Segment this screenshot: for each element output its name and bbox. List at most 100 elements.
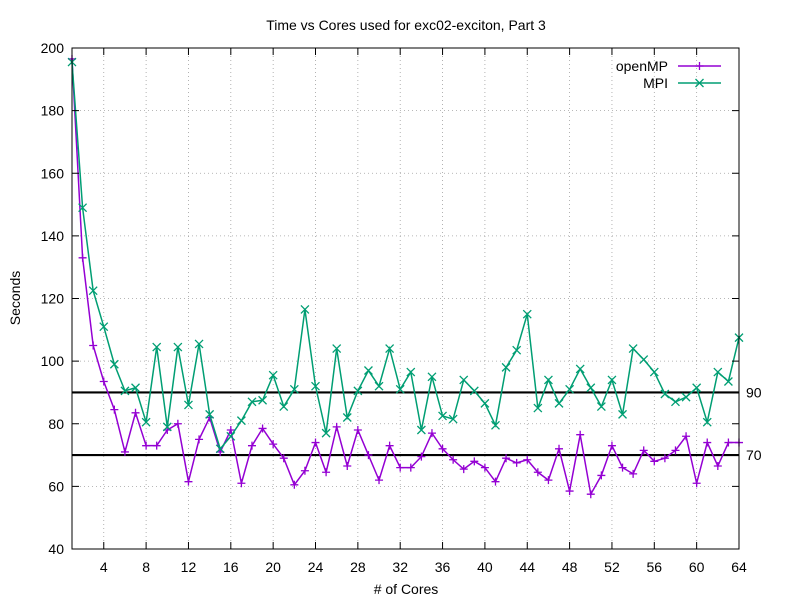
- data-point: [618, 463, 627, 472]
- data-point: [671, 446, 680, 455]
- data-point: [543, 375, 553, 385]
- data-point: [480, 398, 490, 408]
- data-point: [438, 411, 448, 421]
- x-tick-label: 56: [647, 559, 663, 575]
- data-point: [629, 469, 638, 478]
- y-tick-label: 40: [48, 541, 64, 557]
- data-point: [449, 455, 458, 464]
- y-tick-label: 140: [41, 228, 65, 244]
- series-line-mpi: [71, 62, 740, 451]
- data-point: [300, 304, 310, 314]
- data-point: [448, 414, 458, 424]
- x-tick-label: 24: [308, 559, 324, 575]
- data-point: [99, 377, 108, 386]
- series-mpi-group: [67, 57, 744, 454]
- data-point: [332, 344, 342, 354]
- data-point: [459, 465, 468, 474]
- y-tick-label: 200: [41, 40, 65, 56]
- data-point: [586, 383, 596, 393]
- data-point: [258, 424, 267, 433]
- data-point: [374, 381, 384, 391]
- data-point: [692, 383, 702, 393]
- data-point: [142, 441, 151, 450]
- data-point: [459, 375, 469, 385]
- y-tick-label: 180: [41, 103, 65, 119]
- data-point: [343, 462, 352, 471]
- data-point: [491, 420, 500, 430]
- data-point: [247, 441, 256, 450]
- data-point: [268, 370, 278, 380]
- data-point: [427, 372, 437, 382]
- data-point: [523, 455, 532, 464]
- data-point: [141, 417, 151, 427]
- data-point: [184, 477, 193, 486]
- y-axis-label: Seconds: [7, 271, 23, 325]
- data-point: [332, 422, 341, 431]
- data-point: [554, 398, 564, 408]
- series-line-openmp: [71, 58, 739, 497]
- data-point: [375, 476, 384, 485]
- legend-label: MPI: [643, 75, 668, 91]
- x-tick-label: 8: [142, 559, 150, 575]
- data-point: [173, 342, 183, 352]
- data-point: [395, 384, 405, 394]
- x-tick-label: 60: [689, 559, 705, 575]
- data-point: [576, 430, 585, 439]
- x-tick-label: 4: [100, 559, 108, 575]
- data-point: [269, 440, 278, 449]
- x-tick-label: 36: [435, 559, 451, 575]
- series-openmp-group: [68, 54, 743, 499]
- data-point: [681, 392, 691, 402]
- data-point: [480, 463, 489, 472]
- data-point: [639, 355, 649, 365]
- data-point: [311, 438, 320, 447]
- data-point: [713, 367, 723, 377]
- y-tick-label: 160: [41, 165, 65, 181]
- data-point: [109, 359, 119, 369]
- data-point: [385, 344, 395, 354]
- data-point: [120, 447, 129, 456]
- reference-line-label: 90: [746, 384, 762, 400]
- data-point: [131, 383, 140, 393]
- data-point: [695, 62, 704, 70]
- data-point: [321, 428, 331, 438]
- data-point: [131, 408, 140, 417]
- data-point: [195, 435, 204, 444]
- data-point: [533, 403, 543, 413]
- data-point: [628, 344, 638, 354]
- data-point: [258, 395, 268, 405]
- y-tick-label: 120: [41, 291, 65, 307]
- data-point: [88, 286, 98, 296]
- data-point: [78, 203, 88, 213]
- data-point: [289, 384, 299, 394]
- data-point: [290, 480, 299, 489]
- data-point: [120, 386, 130, 396]
- data-point: [565, 487, 574, 496]
- x-tick-label: 16: [223, 559, 239, 575]
- data-point: [692, 479, 701, 488]
- data-point: [660, 389, 670, 399]
- data-point: [396, 463, 405, 472]
- x-tick-label: 40: [477, 559, 493, 575]
- data-point: [406, 367, 416, 377]
- data-point: [417, 452, 426, 461]
- y-tick-label: 60: [48, 478, 64, 494]
- data-point: [555, 444, 564, 453]
- chart-title: Time vs Cores used for exc02-exciton, Pa…: [266, 17, 546, 33]
- data-point: [491, 477, 500, 486]
- data-point: [639, 446, 648, 455]
- data-point: [226, 431, 236, 441]
- data-point: [110, 405, 119, 414]
- data-point: [618, 409, 627, 419]
- data-point: [406, 463, 415, 472]
- data-point: [597, 471, 606, 480]
- data-point: [78, 253, 87, 262]
- data-point: [544, 476, 553, 485]
- data-point: [279, 402, 289, 411]
- x-tick-label: 28: [350, 559, 366, 575]
- data-point: [364, 451, 373, 460]
- data-point: [723, 377, 733, 386]
- data-point: [470, 457, 479, 466]
